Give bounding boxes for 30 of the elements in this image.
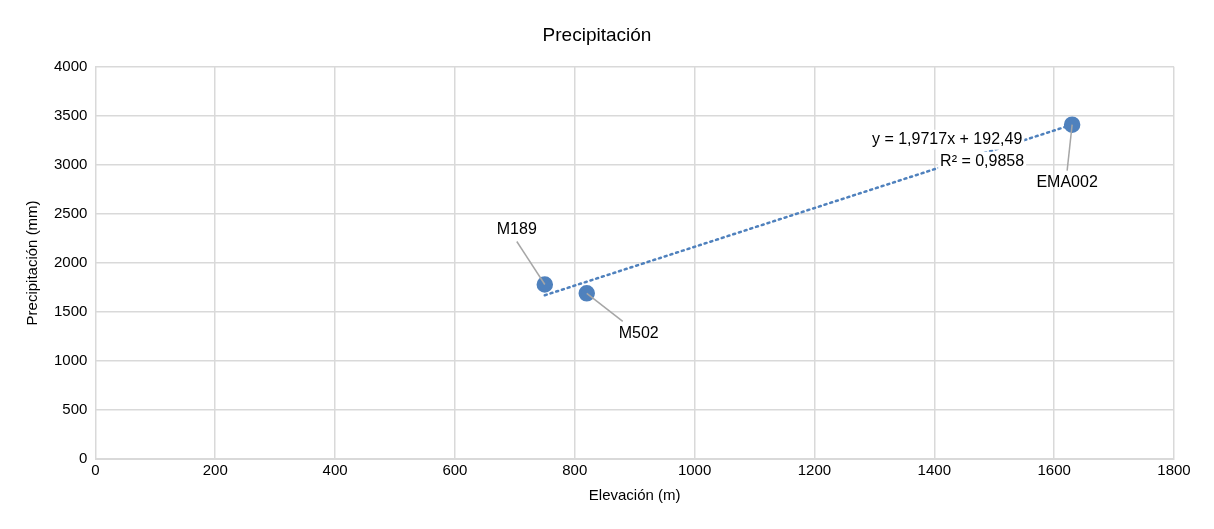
x-tick-label: 1400 [917, 461, 951, 479]
annotation: EMA002 [1036, 173, 1098, 191]
y-tick-label: 2500 [53, 204, 88, 222]
y-tick-label: 2000 [53, 253, 88, 271]
y-tick-label: 3500 [53, 105, 88, 123]
x-tick-label: 1800 [1157, 461, 1191, 479]
point [536, 276, 554, 293]
y-tick-label: 0 [79, 449, 88, 467]
x-tick-label: 200 [202, 461, 228, 479]
y-tick-label: 4000 [53, 56, 88, 74]
annotation: y = 1,9717x + 192,49 [871, 130, 1023, 148]
x-tick-label: 0 [91, 461, 100, 479]
annotation: M502 [618, 323, 659, 341]
x-tick-label: 800 [562, 461, 588, 479]
x-tick-label: 1600 [1037, 461, 1071, 479]
x-tick-label: 1000 [677, 461, 712, 479]
y-axis-title: Precipitación (mm) [23, 200, 41, 326]
x-tick-label: 400 [322, 461, 348, 479]
y-tick-label: 500 [62, 400, 88, 418]
annotation: M189 [496, 219, 537, 237]
chart-title: Precipitación [542, 23, 652, 45]
point [1063, 116, 1081, 133]
y-tick-label: 1000 [53, 351, 88, 369]
x-tick-label: 1200 [797, 461, 832, 479]
y-tick-label: 1500 [53, 302, 88, 320]
y-tick-label: 3000 [53, 154, 88, 172]
x-axis-title: Elevación (m) [588, 486, 681, 504]
x-tick-label: 600 [442, 461, 468, 479]
point [578, 285, 595, 302]
annotation: R² = 0,9858 [940, 152, 1025, 170]
